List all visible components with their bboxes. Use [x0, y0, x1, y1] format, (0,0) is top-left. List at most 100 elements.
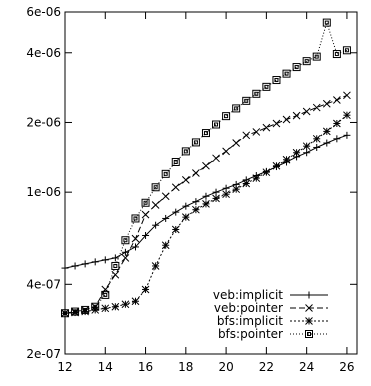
data-point: [131, 214, 140, 223]
data-point: [192, 169, 200, 177]
data-point: [151, 262, 160, 270]
data-point: [81, 260, 89, 268]
data-point: [111, 302, 120, 311]
data-point: [212, 154, 220, 163]
y-tick-label: 2e-07: [26, 347, 61, 361]
data-point: [71, 262, 79, 270]
data-point: [322, 127, 331, 136]
data-point: [161, 169, 170, 178]
data-point: [171, 225, 180, 234]
data-point: [91, 302, 100, 311]
y-tick: 4e-06: [26, 46, 357, 60]
legend-entry: veb:pointer: [214, 301, 328, 315]
data-point: [343, 131, 351, 139]
data-point: [202, 161, 210, 170]
legend-label: veb:pointer: [214, 301, 283, 315]
data-point: [323, 139, 331, 147]
x-tick-label: 16: [138, 360, 153, 374]
y-tick: 6e-06: [26, 5, 357, 19]
data-point: [312, 52, 321, 61]
data-point: [121, 236, 130, 245]
data-point: [101, 256, 109, 264]
data-point: [61, 309, 69, 318]
data-point: [202, 200, 210, 208]
data-point: [232, 104, 241, 113]
data-point: [242, 179, 251, 188]
plot-frame: [64, 11, 358, 355]
data-point: [302, 107, 311, 116]
data-point: [141, 285, 150, 294]
data-point: [121, 254, 130, 262]
legend-marker: [305, 291, 313, 299]
data-point: [111, 254, 119, 262]
data-point: [252, 128, 261, 136]
x-tick-label: 18: [178, 360, 193, 374]
data-point: [182, 202, 190, 210]
y-tick-label: 2e-06: [26, 115, 61, 129]
data-point: [141, 210, 150, 219]
data-point: [282, 115, 291, 124]
data-point: [242, 131, 251, 140]
data-point: [141, 198, 150, 207]
x-tick: 14: [98, 12, 113, 374]
legend-entry: bfs:implicit: [217, 314, 328, 328]
data-point: [252, 174, 261, 182]
data-point: [151, 201, 160, 209]
x-tick-label: 22: [259, 360, 274, 374]
data-point: [131, 243, 139, 251]
y-tick-label: 1e-06: [26, 185, 61, 199]
data-point: [81, 305, 90, 314]
data-point: [162, 214, 170, 222]
data-point: [131, 297, 140, 306]
data-point: [302, 57, 311, 66]
data-point: [222, 190, 230, 199]
data-point: [292, 148, 301, 157]
data-point: [101, 304, 110, 313]
data-point: [171, 157, 180, 166]
data-point: [111, 270, 120, 279]
data-point: [171, 183, 180, 192]
x-tick: 16: [138, 12, 153, 374]
x-tick: 24: [299, 12, 314, 374]
data-point: [181, 147, 190, 156]
data-point: [322, 99, 331, 108]
data-point: [172, 208, 180, 216]
data-point: [202, 192, 210, 200]
legend-marker: [305, 304, 313, 312]
data-point: [91, 258, 99, 266]
data-point: [343, 111, 351, 120]
data-point: [272, 76, 281, 85]
data-point: [101, 290, 110, 299]
x-tick: 12: [57, 12, 73, 374]
data-point: [312, 103, 321, 112]
x-tick-label: 24: [299, 360, 314, 374]
data-point: [302, 142, 311, 151]
legend-label: bfs:pointer: [218, 327, 283, 341]
data-point: [312, 134, 321, 143]
x-axis: 12 14 16 18 20 22 24 26: [57, 12, 355, 374]
data-point: [152, 221, 160, 229]
data-point: [121, 300, 130, 309]
data-point: [292, 111, 301, 120]
data-point: [61, 264, 69, 272]
data-point: [181, 176, 190, 184]
legend-entry: veb:implicit: [213, 288, 328, 302]
data-point: [212, 120, 221, 129]
data-point: [242, 96, 251, 105]
data-point: [161, 241, 170, 250]
x-tick-label: 20: [218, 360, 233, 374]
y-tick: 2e-07: [26, 347, 357, 361]
y-tick-label: 6e-06: [26, 5, 61, 19]
data-point: [191, 138, 200, 147]
data-point: [252, 89, 261, 98]
data-point: [121, 248, 129, 256]
x-tick-label: 12: [57, 360, 72, 374]
data-point: [142, 231, 150, 239]
series-line: [64, 114, 348, 314]
series-bfs-pointer: [61, 18, 351, 318]
data-point: [201, 129, 210, 138]
data-point: [282, 69, 291, 78]
data-point: [212, 194, 220, 203]
legend-marker: [305, 330, 313, 338]
